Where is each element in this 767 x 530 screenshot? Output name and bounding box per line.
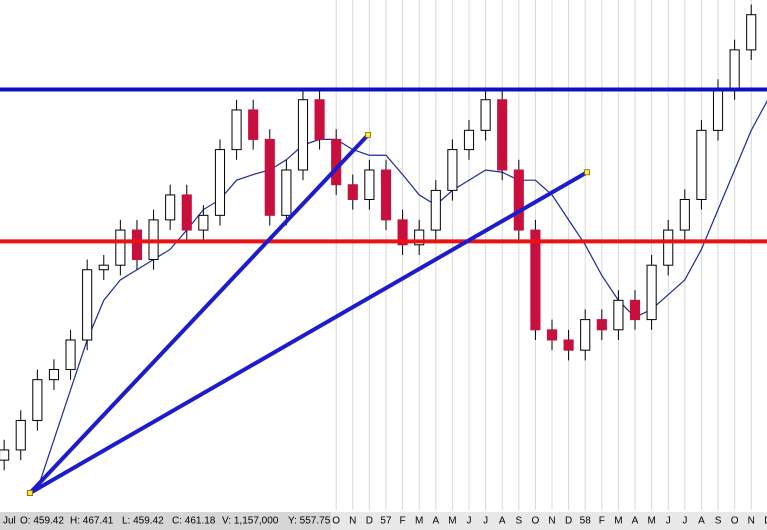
x-tick-label: J: [682, 516, 687, 527]
x-tick-label: N: [748, 516, 755, 527]
x-tick-label: A: [698, 516, 705, 527]
candle-body: [231, 109, 242, 151]
candle-body: [165, 194, 176, 221]
candle-body: [214, 149, 226, 216]
x-tick-label: J: [466, 516, 471, 527]
status-volume: V: 1,157,000: [222, 516, 279, 527]
candle-body: [115, 229, 126, 266]
x-tick-label: D: [764, 516, 767, 527]
candle-body: [131, 229, 143, 261]
status-cursor-y: Y: 557.75: [288, 516, 331, 527]
candle-body: [497, 99, 508, 171]
candle-body: [48, 368, 60, 381]
candle-body: [480, 99, 491, 131]
candle-body: [264, 138, 275, 216]
candle-body: [82, 269, 93, 341]
candle-body: [331, 138, 342, 186]
candle-body: [546, 329, 558, 341]
trend-line: [28, 133, 370, 495]
x-tick-label: M: [647, 516, 655, 527]
candle-body: [248, 109, 259, 140]
status-high: H: 467.41: [70, 516, 114, 527]
x-tick-label: O: [532, 516, 540, 527]
status-open: O: 459.42: [20, 516, 64, 527]
x-tick-label: F: [400, 516, 406, 527]
trend-anchor: [365, 131, 371, 138]
x-tick-label: N: [548, 516, 555, 527]
candle-body: [98, 264, 109, 271]
status-bar: [0, 512, 331, 530]
candle-body: [463, 129, 475, 151]
candle-body: [746, 14, 757, 51]
x-tick-label: N: [349, 516, 356, 527]
candle-body: [297, 99, 309, 171]
candle-body: [679, 198, 690, 231]
candle-body: [696, 129, 707, 200]
candle-body: [15, 419, 26, 451]
candle-body: [712, 89, 724, 131]
status-month: Jul: [3, 516, 16, 527]
trend-anchor: [27, 490, 33, 496]
x-tick-label: A: [432, 516, 439, 527]
candle-body: [0, 449, 10, 461]
x-tick-label: J: [483, 516, 488, 527]
candle-body: [530, 229, 541, 331]
candle-body: [181, 194, 192, 231]
candle-body: [347, 184, 358, 200]
x-tick-label: M: [448, 516, 456, 527]
candle-body: [629, 299, 641, 321]
status-low: L: 459.42: [122, 516, 164, 527]
candle-body: [414, 229, 425, 246]
x-tick-label: O: [332, 516, 340, 527]
x-tick-label: D: [366, 516, 373, 527]
candle-body: [430, 189, 441, 231]
x-tick-label: A: [632, 516, 639, 527]
status-close: C: 461.18: [172, 516, 216, 527]
candle-body: [380, 169, 392, 221]
candle-body: [65, 339, 76, 370]
candle-body: [281, 169, 292, 216]
candle-body: [663, 229, 674, 266]
plot-area: [0, 0, 767, 510]
candle-body: [32, 379, 43, 421]
x-tick-label: M: [614, 516, 622, 527]
candle-body: [613, 299, 624, 331]
candle-body: [596, 319, 607, 331]
x-tick-label: A: [499, 516, 506, 527]
x-tick-label: 58: [580, 516, 592, 527]
x-tick-label: O: [731, 516, 739, 527]
trend-line: [29, 170, 589, 495]
x-tick-label: F: [599, 516, 605, 527]
trend-anchor: [584, 169, 590, 176]
candle-body: [198, 214, 209, 231]
candle-body: [729, 49, 740, 91]
x-tick-label: S: [515, 516, 522, 527]
candle-body: [563, 339, 574, 351]
x-tick-label: D: [565, 516, 572, 527]
candle-body: [314, 99, 325, 140]
candle-body: [646, 264, 657, 321]
moving-average: [36, 100, 767, 490]
candle-body: [364, 169, 375, 200]
candle-body: [513, 169, 524, 231]
x-tick-label: 57: [380, 516, 392, 527]
candle-body: [447, 149, 458, 191]
candle-body: [580, 319, 591, 351]
x-tick-label: S: [715, 516, 722, 527]
x-tick-label: J: [666, 516, 671, 527]
x-axis: OND57FMAMJJASOND58FMAMJJASOND: [332, 516, 767, 527]
x-tick-label: M: [415, 516, 423, 527]
candle-body: [397, 219, 408, 246]
